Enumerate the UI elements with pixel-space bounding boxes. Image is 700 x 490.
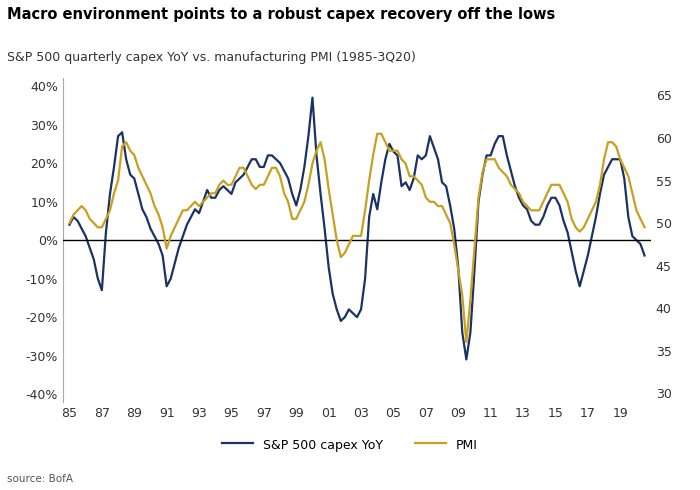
PMI — [640, 224, 649, 230]
S&P 500 capex YoY — [462, 357, 470, 363]
PMI — [114, 177, 122, 183]
Line: S&P 500 capex YoY: S&P 500 capex YoY — [69, 98, 645, 360]
Legend: S&P 500 capex YoY, PMI: S&P 500 capex YoY, PMI — [217, 433, 483, 457]
S&P 500 capex YoY — [114, 133, 122, 139]
Line: PMI: PMI — [69, 134, 645, 342]
S&P 500 capex YoY — [640, 252, 649, 258]
S&P 500 capex YoY — [65, 222, 74, 228]
PMI — [260, 182, 268, 188]
PMI — [215, 182, 223, 188]
PMI — [373, 131, 382, 137]
S&P 500 capex YoY — [300, 164, 309, 170]
PMI — [462, 339, 470, 345]
S&P 500 capex YoY — [85, 245, 94, 251]
PMI — [321, 156, 329, 162]
S&P 500 capex YoY — [325, 264, 333, 270]
Text: S&P 500 quarterly capex YoY vs. manufacturing PMI (1985-3Q20): S&P 500 quarterly capex YoY vs. manufact… — [7, 51, 416, 65]
S&P 500 capex YoY — [215, 187, 223, 193]
PMI — [65, 220, 74, 226]
Text: Macro environment points to a robust capex recovery off the lows: Macro environment points to a robust cap… — [7, 7, 555, 23]
Text: source: BofA: source: BofA — [7, 474, 73, 484]
S&P 500 capex YoY — [260, 164, 268, 170]
S&P 500 capex YoY — [308, 95, 316, 100]
PMI — [300, 199, 309, 205]
PMI — [85, 216, 94, 222]
